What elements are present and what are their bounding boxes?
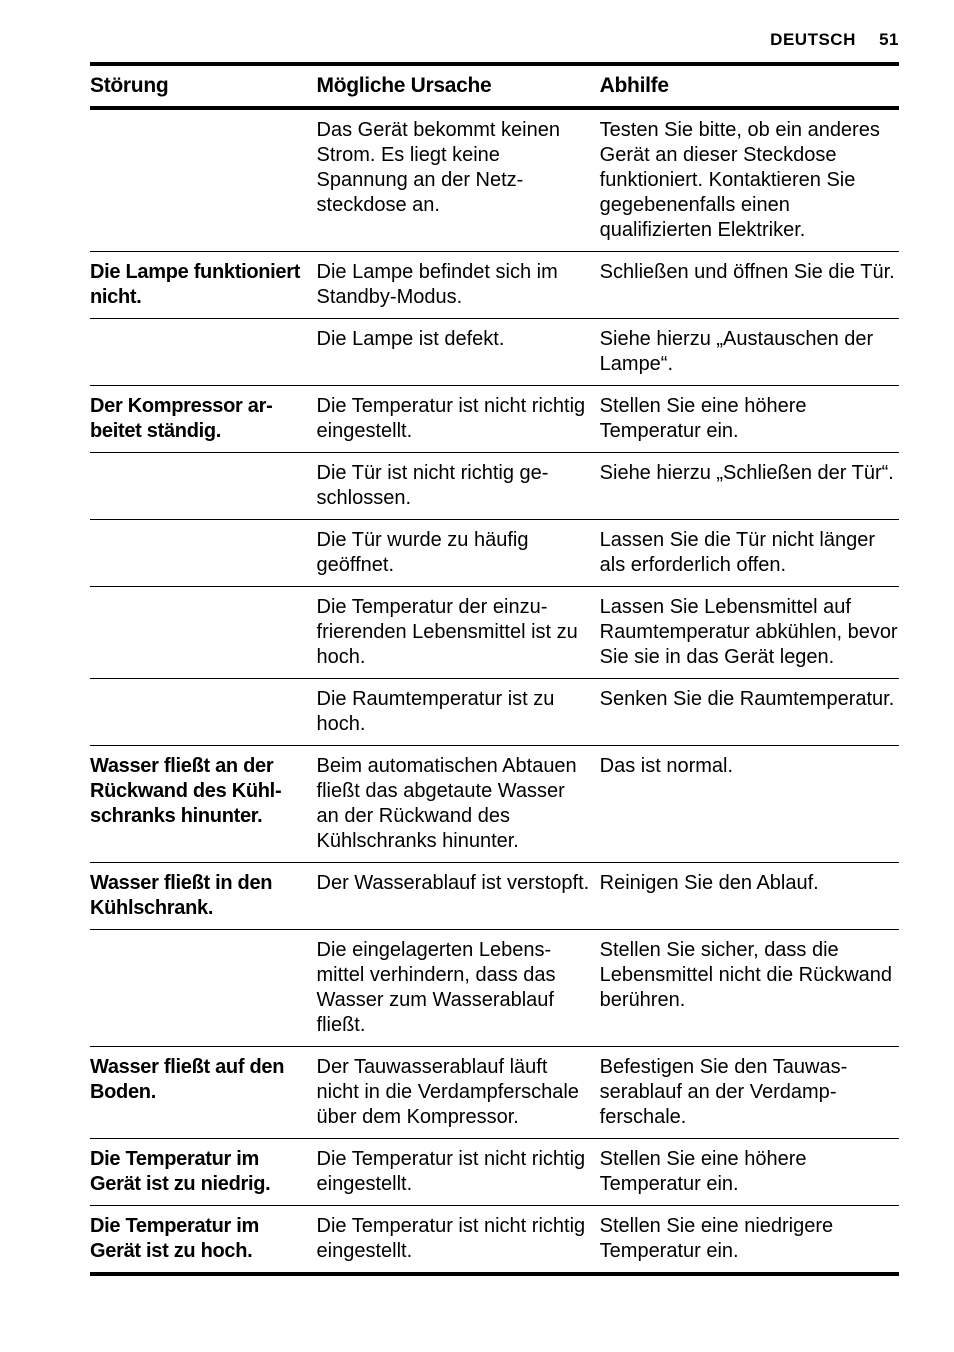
- cell-ursache: Die Temperatur ist nicht richtig eingest…: [317, 1139, 600, 1206]
- table-row: Die Temperatur im Gerät ist zu hoch. Die…: [90, 1206, 899, 1275]
- table-row: Die Temperatur im Gerät ist zu niedrig. …: [90, 1139, 899, 1206]
- page-container: DEUTSCH 51 Störung Mögliche Ursache Abhi…: [0, 0, 954, 1326]
- cell-ursache: Die Temperatur ist nicht richtig eingest…: [317, 386, 600, 453]
- cell-abhilfe: Senken Sie die Raumtem­peratur.: [600, 679, 899, 746]
- cell-ursache: Die Tür ist nicht richtig ge­schlossen.: [317, 453, 600, 520]
- col-header-stoerung: Störung: [90, 64, 317, 108]
- table-row: Die Lampe ist defekt. Siehe hierzu „Aust…: [90, 319, 899, 386]
- cell-ursache: Der Wasserablauf ist ver­stopft.: [317, 863, 600, 930]
- table-row: Die Tür ist nicht richtig ge­schlossen. …: [90, 453, 899, 520]
- cell-ursache: Die Lampe befindet sich im Standby-Modus…: [317, 252, 600, 319]
- cell-ursache: Das Gerät bekommt kei­nen Strom. Es lieg…: [317, 108, 600, 252]
- table-row: Die Temperatur der einzu­frierenden Lebe…: [90, 587, 899, 679]
- cell-ursache: Die Tür wurde zu häufig geöffnet.: [317, 520, 600, 587]
- cell-abhilfe: Lassen Sie Lebensmittel auf Raumtemperat…: [600, 587, 899, 679]
- cell-stoerung: [90, 587, 317, 679]
- cell-abhilfe: Schließen und öffnen Sie die Tür.: [600, 252, 899, 319]
- table-body: Das Gerät bekommt kei­nen Strom. Es lieg…: [90, 108, 899, 1274]
- table-row: Wasser fließt an der Rückwand des Kühl­s…: [90, 746, 899, 863]
- cell-ursache: Die Temperatur der einzu­frierenden Lebe…: [317, 587, 600, 679]
- cell-abhilfe: Lassen Sie die Tür nicht länger als erfo…: [600, 520, 899, 587]
- table-row: Die Raumtemperatur ist zu hoch. Senken S…: [90, 679, 899, 746]
- cell-stoerung: [90, 679, 317, 746]
- cell-abhilfe: Stellen Sie eine höhere Temperatur ein.: [600, 1139, 899, 1206]
- cell-abhilfe: Reinigen Sie den Ablauf.: [600, 863, 899, 930]
- cell-ursache: Die Raumtemperatur ist zu hoch.: [317, 679, 600, 746]
- cell-abhilfe: Befestigen Sie den Tauwas­serablauf an d…: [600, 1047, 899, 1139]
- cell-ursache: Die Temperatur ist nicht richtig eingest…: [317, 1206, 600, 1275]
- table-row: Die eingelagerten Lebens­mittel verhinde…: [90, 930, 899, 1047]
- table-row: Die Tür wurde zu häufig geöffnet. Lassen…: [90, 520, 899, 587]
- header-page-number: 51: [879, 30, 899, 49]
- troubleshooting-table: Störung Mögliche Ursache Abhilfe Das Ger…: [90, 62, 899, 1276]
- cell-ursache: Die Lampe ist defekt.: [317, 319, 600, 386]
- cell-stoerung: Wasser fließt in den Kühlschrank.: [90, 863, 317, 930]
- col-header-ursache: Mögliche Ursache: [317, 64, 600, 108]
- cell-stoerung: [90, 453, 317, 520]
- cell-stoerung: [90, 930, 317, 1047]
- cell-ursache: Der Tauwasserablauf läuft nicht in die V…: [317, 1047, 600, 1139]
- cell-ursache: Beim automatischen Ab­tauen fließt das a…: [317, 746, 600, 863]
- cell-stoerung: Wasser fließt auf den Boden.: [90, 1047, 317, 1139]
- cell-stoerung: [90, 108, 317, 252]
- table-row: Das Gerät bekommt kei­nen Strom. Es lieg…: [90, 108, 899, 252]
- cell-abhilfe: Testen Sie bitte, ob ein an­deres Gerät …: [600, 108, 899, 252]
- cell-stoerung: [90, 520, 317, 587]
- table-header-row: Störung Mögliche Ursache Abhilfe: [90, 64, 899, 108]
- cell-abhilfe: Siehe hierzu „Schließen der Tür“.: [600, 453, 899, 520]
- cell-stoerung: Der Kompressor ar­beitet ständig.: [90, 386, 317, 453]
- cell-ursache: Die eingelagerten Lebens­mittel verhinde…: [317, 930, 600, 1047]
- cell-stoerung: Die Temperatur im Gerät ist zu niedrig.: [90, 1139, 317, 1206]
- cell-abhilfe: Stellen Sie eine niedrigere Temperatur e…: [600, 1206, 899, 1275]
- cell-stoerung: [90, 319, 317, 386]
- cell-abhilfe: Siehe hierzu „Austauschen der Lampe“.: [600, 319, 899, 386]
- col-header-abhilfe: Abhilfe: [600, 64, 899, 108]
- table-row: Die Lampe funktio­niert nicht. Die Lampe…: [90, 252, 899, 319]
- table-row: Der Kompressor ar­beitet ständig. Die Te…: [90, 386, 899, 453]
- header-language: DEUTSCH: [770, 30, 856, 49]
- page-header: DEUTSCH 51: [90, 30, 899, 50]
- cell-abhilfe: Das ist normal.: [600, 746, 899, 863]
- cell-abhilfe: Stellen Sie sicher, dass die Lebensmitte…: [600, 930, 899, 1047]
- table-row: Wasser fließt auf den Boden. Der Tauwass…: [90, 1047, 899, 1139]
- cell-abhilfe: Stellen Sie eine höhere Temperatur ein.: [600, 386, 899, 453]
- cell-stoerung: Die Temperatur im Gerät ist zu hoch.: [90, 1206, 317, 1275]
- table-row: Wasser fließt in den Kühlschrank. Der Wa…: [90, 863, 899, 930]
- cell-stoerung: Wasser fließt an der Rückwand des Kühl­s…: [90, 746, 317, 863]
- cell-stoerung: Die Lampe funktio­niert nicht.: [90, 252, 317, 319]
